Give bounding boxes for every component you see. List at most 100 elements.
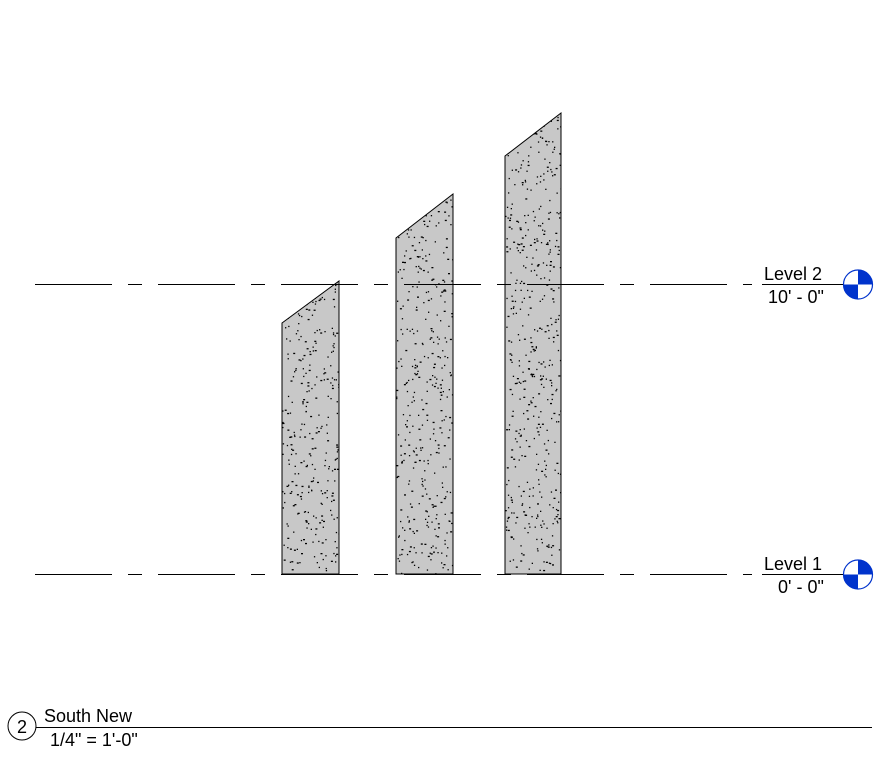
level-2-elevation[interactable]: 10' - 0"	[768, 287, 824, 307]
hatch-dot	[536, 368, 538, 371]
hatch-dot	[519, 435, 522, 437]
hatch-dot	[425, 260, 428, 262]
level-1-elevation[interactable]: 0' - 0"	[778, 577, 824, 597]
hatch-dot	[449, 491, 452, 494]
hatch-dot	[549, 504, 551, 506]
hatch-dot	[451, 316, 453, 318]
hatch-dot	[450, 199, 452, 201]
level-1[interactable]: Level 1 0' - 0"	[35, 554, 874, 597]
hatch-dot	[308, 453, 311, 455]
hatch-dot	[506, 467, 509, 469]
hatch-dot	[549, 270, 551, 272]
hatch-dot	[413, 547, 415, 549]
hatch-dot	[403, 384, 406, 386]
hatch-dot	[398, 236, 400, 239]
hatch-dot	[447, 547, 449, 549]
hatch-dot	[511, 121, 513, 123]
hatch-dot	[294, 504, 297, 506]
hatch-dot	[551, 554, 553, 556]
hatch-dot	[520, 545, 522, 547]
hatch-dot	[520, 382, 522, 384]
hatch-dot	[437, 552, 439, 554]
hatch-dot	[512, 559, 515, 561]
hatch-dot	[438, 447, 440, 450]
level-target-icon[interactable]	[842, 269, 874, 300]
hatch-dot	[556, 520, 558, 522]
hatch-dot	[422, 258, 424, 260]
hatch-dot	[549, 562, 552, 565]
hatch-dot	[523, 265, 525, 267]
hatch-dot	[538, 479, 540, 481]
hatch-dot	[541, 378, 544, 380]
hatch-dot	[535, 469, 538, 471]
hatch-dot	[302, 358, 304, 360]
hatch-dot	[421, 478, 423, 480]
view-number-circle	[7, 711, 37, 741]
hatch-dot	[409, 546, 412, 548]
hatch-dot	[327, 356, 329, 358]
hatch-dot	[298, 323, 300, 325]
level-2[interactable]: Level 2 10' - 0"	[35, 264, 874, 307]
hatch-dot	[290, 380, 293, 382]
level-1-name[interactable]: Level 1	[764, 554, 822, 574]
wall-3[interactable]	[504, 111, 562, 575]
hatch-dot	[289, 436, 292, 438]
wall-1[interactable]	[281, 280, 340, 575]
hatch-dot	[434, 573, 437, 574]
hatch-dot	[528, 445, 531, 448]
hatch-dot	[432, 331, 434, 333]
hatch-dot	[528, 495, 531, 497]
hatch-dot	[316, 427, 318, 429]
hatch-dot	[312, 350, 314, 352]
hatch-dot	[524, 527, 526, 529]
hatch-dot	[292, 305, 295, 307]
hatch-dot	[547, 399, 549, 401]
wall-2[interactable]	[395, 192, 455, 575]
hatch-dot	[400, 445, 403, 447]
view-title[interactable]: 2 South New 1/4" = 1'-0"	[7, 706, 872, 750]
hatch-dot	[508, 192, 510, 194]
hatch-dot	[533, 269, 536, 272]
hatch-dot	[559, 211, 561, 214]
hatch-dot	[398, 560, 401, 562]
hatch-dot	[543, 295, 546, 297]
hatch-dot	[334, 335, 336, 337]
hatch-dot	[412, 425, 414, 427]
hatch-dot	[330, 560, 333, 562]
hatch-dot	[422, 408, 425, 411]
hatch-dot	[529, 244, 532, 246]
hatch-dot	[291, 569, 294, 571]
hatch-dot	[542, 520, 544, 522]
hatch-dot	[537, 463, 540, 465]
hatch-dot	[308, 486, 310, 488]
hatch-dot	[323, 520, 325, 523]
hatch-dot	[511, 393, 514, 396]
hatch-dot	[436, 286, 438, 288]
level-2-name[interactable]: Level 2	[764, 264, 822, 284]
hatch-dot	[439, 398, 442, 401]
hatch-dot	[313, 515, 315, 517]
hatch-dot	[440, 387, 442, 389]
hatch-dot	[335, 379, 337, 381]
hatch-dot	[402, 333, 404, 335]
hatch-dot	[298, 339, 300, 341]
hatch-dot	[541, 526, 543, 528]
hatch-dot	[398, 536, 400, 538]
hatch-dot	[316, 562, 318, 564]
hatch-dot	[552, 564, 554, 566]
hatch-dot	[537, 431, 540, 433]
hatch-dot	[517, 171, 520, 173]
hatch-dot	[515, 522, 517, 524]
hatch-dot	[533, 133, 535, 135]
hatch-dot	[508, 226, 511, 228]
hatch-dot	[440, 501, 443, 504]
hatch-dot	[548, 337, 550, 339]
hatch-dot	[321, 519, 323, 521]
hatch-dot	[306, 464, 308, 467]
level-target-icon[interactable]	[842, 559, 874, 590]
hatch-dot	[519, 339, 521, 341]
hatch-dot	[303, 423, 306, 426]
hatch-dot	[321, 503, 323, 505]
hatch-dot	[444, 364, 446, 367]
